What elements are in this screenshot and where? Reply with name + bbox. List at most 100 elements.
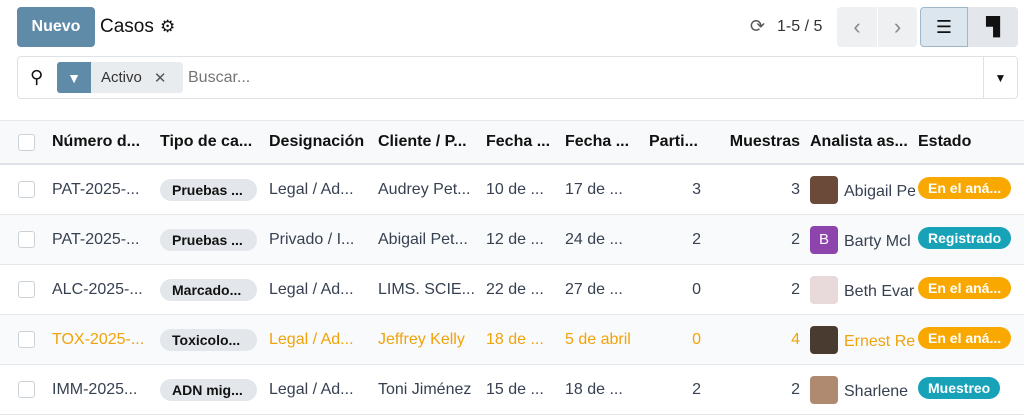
remove-facet-icon[interactable]: ✕ — [153, 69, 167, 87]
table-row[interactable]: PAT-2025-... Pruebas ... Privado / I... … — [0, 215, 1024, 265]
table-row[interactable]: IMM-2025... ADN mig... Legal / Ad... Ton… — [0, 365, 1024, 415]
table-row[interactable]: PAT-2025-... Pruebas ... Legal / Ad... A… — [0, 165, 1024, 215]
avatar: B — [810, 225, 838, 254]
status-badge: En el aná... — [918, 177, 1012, 199]
date-1: 15 de ... — [486, 380, 544, 398]
status-badge: Registrado — [918, 227, 1012, 249]
cases-table: Número d... Tipo de ca... Designación Cl… — [0, 120, 1024, 415]
case-number: TOX-2025-... — [52, 330, 145, 348]
samples: 2 — [791, 230, 800, 248]
samples: 3 — [791, 180, 800, 198]
date-2: 5 de abril — [565, 330, 631, 348]
date-2: 18 de ... — [565, 380, 623, 398]
client: Jeffrey Kelly — [378, 330, 465, 348]
avatar — [810, 275, 838, 304]
kanban-view-button[interactable]: ▜ — [968, 7, 1018, 47]
col-header[interactable]: Fecha ... — [486, 133, 551, 150]
date-1: 18 de ... — [486, 330, 544, 348]
pager-value[interactable]: 1-5 / 5 — [777, 18, 823, 35]
refresh-icon[interactable]: ⟳ — [750, 16, 766, 36]
col-header[interactable]: Tipo de ca... — [160, 133, 253, 150]
participants: 2 — [692, 230, 701, 248]
analyst-name: Beth Evar — [844, 282, 915, 300]
case-number: PAT-2025-... — [52, 230, 140, 248]
case-number: PAT-2025-... — [52, 180, 140, 198]
filter-icon: ▼ — [57, 62, 91, 93]
analyst-name: Barty Mcl — [844, 232, 911, 250]
col-header[interactable]: Fecha ... — [565, 133, 630, 150]
search-bar[interactable]: ⚲ ▼ — [17, 56, 1018, 99]
case-type-tag: ADN mig... — [160, 378, 257, 401]
col-header[interactable]: Estado — [918, 133, 972, 150]
list-view-button[interactable]: ☰ — [920, 7, 968, 47]
search-icon: ⚲ — [30, 67, 44, 87]
table-row[interactable]: ALC-2025-... Marcado... Legal / Ad... LI… — [0, 265, 1024, 315]
chevron-left-icon: ‹ — [853, 14, 861, 39]
designation: Privado / I... — [269, 230, 355, 248]
analyst-name: Ernest Re — [844, 332, 915, 350]
date-2: 17 de ... — [565, 180, 623, 198]
participants: 0 — [692, 280, 701, 298]
row-checkbox[interactable] — [18, 331, 35, 348]
samples: 2 — [791, 280, 800, 298]
analyst-name: Abigail Pe — [844, 182, 915, 200]
designation: Legal / Ad... — [269, 380, 354, 398]
avatar — [810, 375, 838, 404]
row-checkbox[interactable] — [18, 281, 35, 298]
designation: Legal / Ad... — [269, 180, 354, 198]
col-header[interactable]: Analista as... — [810, 133, 908, 150]
new-button[interactable]: Nuevo — [17, 7, 95, 47]
next-page-button[interactable]: › — [877, 7, 917, 47]
row-checkbox[interactable] — [18, 181, 35, 198]
case-type-tag: Pruebas ... — [160, 178, 257, 201]
participants: 3 — [692, 180, 701, 198]
samples: 4 — [791, 330, 800, 348]
row-checkbox[interactable] — [18, 231, 35, 248]
search-input[interactable] — [188, 67, 968, 89]
designation: Legal / Ad... — [269, 280, 354, 298]
table-header: Número d... Tipo de ca... Designación Cl… — [0, 120, 1024, 165]
kanban-icon: ▜ — [986, 16, 1000, 37]
case-type-tag: Toxicolo... — [160, 328, 257, 351]
date-2: 27 de ... — [565, 280, 623, 298]
participants: 2 — [692, 380, 701, 398]
client: Toni Jiménez — [378, 380, 472, 398]
avatar — [810, 325, 838, 354]
avatar — [810, 175, 838, 204]
chevron-right-icon: › — [893, 14, 902, 39]
analyst-name: Sharlene — [844, 382, 909, 400]
status-badge: En el aná... — [918, 277, 1012, 299]
case-type-tag: Marcado... — [160, 278, 257, 301]
client: LIMS. SCIE... — [378, 280, 475, 298]
case-number: ALC-2025-... — [52, 280, 143, 298]
col-header[interactable]: Designación — [269, 133, 365, 150]
date-1: 22 de ... — [486, 280, 544, 298]
col-header[interactable]: Cliente / P... — [378, 133, 467, 150]
select-all-checkbox[interactable] — [18, 133, 35, 151]
list-icon: ☰ — [935, 16, 953, 37]
status-badge: En el aná... — [918, 327, 1012, 349]
search-options-toggle[interactable]: ▼ — [983, 57, 1017, 98]
designation: Legal / Ad... — [269, 330, 354, 348]
facet-label: Activo — [101, 69, 142, 86]
samples: 2 — [791, 380, 800, 398]
gear-icon[interactable]: ⚙ — [160, 17, 176, 36]
date-1: 12 de ... — [486, 230, 544, 248]
date-1: 10 de ... — [486, 180, 544, 198]
case-number: IMM-2025... — [52, 380, 138, 398]
date-2: 24 de ... — [565, 230, 623, 248]
client: Audrey Pet... — [378, 180, 471, 198]
page-title: Casos — [100, 16, 154, 37]
case-type-tag: Pruebas ... — [160, 228, 257, 251]
table-row[interactable]: TOX-2025-... Toxicolo... Legal / Ad... J… — [0, 315, 1024, 365]
row-checkbox[interactable] — [18, 381, 35, 398]
caret-down-icon: ▼ — [994, 70, 1007, 85]
prev-page-button[interactable]: ‹ — [837, 7, 877, 47]
col-header[interactable]: Número d... — [52, 133, 141, 150]
client: Abigail Pet... — [378, 230, 468, 248]
col-header[interactable]: Parti... — [649, 133, 698, 150]
participants: 0 — [692, 330, 701, 348]
col-header[interactable]: Muestras — [729, 133, 800, 150]
status-badge: Muestreo — [918, 377, 1001, 399]
filter-facet: ▼ Activo ✕ — [57, 62, 183, 93]
